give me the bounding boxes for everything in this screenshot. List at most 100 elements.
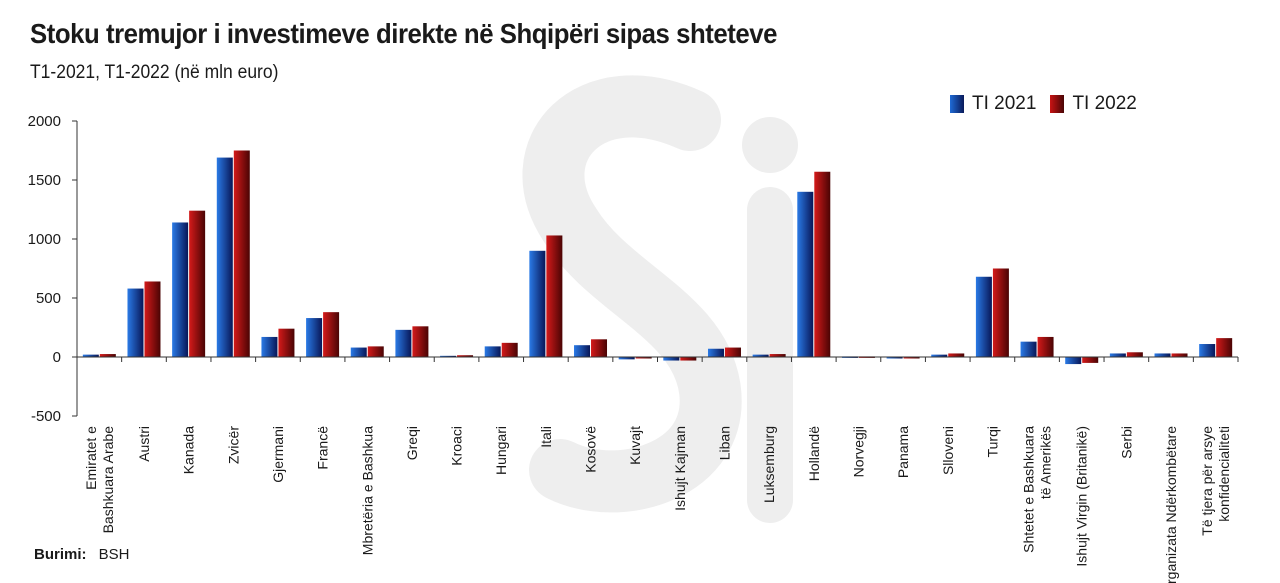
x-category-label: Emiratet e (83, 426, 99, 490)
legend-item-series-a: TI 2021 (950, 93, 1036, 115)
bar-series-a (931, 354, 948, 357)
bar-series-b (591, 339, 608, 357)
bar-series-a (1065, 357, 1082, 365)
bar-series-b (769, 354, 786, 357)
legend-swatch-series-a (950, 95, 964, 113)
bar-series-b (189, 210, 206, 357)
bar-series-a (172, 222, 189, 357)
x-category-label: Ishujt Kajman (672, 426, 688, 511)
legend-label-series-b: TI 2022 (1072, 93, 1137, 114)
y-tick-label: -500 (31, 408, 61, 425)
legend-label-series-a: TI 2021 (972, 93, 1037, 114)
bar-series-a (618, 357, 635, 360)
x-category-label: konfidencialiteti (1216, 426, 1232, 522)
bar-series-a (886, 357, 903, 359)
legend-item-series-b: TI 2022 (1050, 93, 1137, 115)
bar-series-a (529, 250, 546, 357)
x-category-label: Greqi (404, 426, 420, 460)
bar-series-a (306, 318, 323, 357)
bar-series-b (323, 312, 340, 357)
source-label: Burimi: (34, 546, 87, 563)
y-tick-label: 2000 (28, 113, 61, 130)
bar-series-a (127, 288, 144, 357)
bar-series-a (216, 157, 233, 357)
x-category-label: Norvegji (850, 426, 866, 477)
x-category-label: Kuvajt (627, 426, 643, 465)
bar-series-a (82, 354, 99, 357)
bar-series-b (546, 235, 563, 357)
bar-series-b (233, 150, 250, 357)
bar-series-b (457, 355, 474, 357)
source-value: BSH (98, 546, 130, 563)
bar-series-a (261, 336, 278, 357)
x-category-label: të Amerikës (1038, 426, 1054, 499)
bar-series-b (144, 281, 161, 357)
bar-series-a (752, 354, 769, 357)
bar-series-a (484, 346, 501, 357)
x-category-label: Austri (136, 426, 152, 462)
bars (82, 150, 1233, 365)
bar-series-a (975, 276, 992, 357)
legend: TI 2021 TI 2022 (950, 93, 1151, 115)
x-category-label: Kanada (181, 426, 197, 474)
bar-series-b (278, 328, 295, 357)
x-category-label: Francë (315, 426, 331, 470)
bar-series-b (948, 353, 965, 357)
bar-series-b (903, 357, 920, 359)
x-category-label: Mbretëria e Bashkua (359, 426, 375, 555)
x-category-label: Të tjera për arsye (1199, 426, 1215, 536)
bar-series-b (99, 354, 116, 357)
x-category-label: Slloveni (940, 426, 956, 475)
y-tick-label: 1500 (28, 172, 61, 189)
x-category-label: Kosovë (583, 426, 599, 473)
bar-series-b (367, 346, 384, 357)
x-category-label: Shtetet e Bashkuara (1021, 426, 1037, 553)
bar-series-a (574, 345, 591, 357)
bar-series-a (395, 329, 412, 357)
chart-subtitle: T1-2021, T1-2022 (në mln euro) (30, 62, 279, 83)
bar-series-b (1082, 357, 1099, 363)
bar-series-a (1109, 353, 1126, 357)
bar-series-b (724, 347, 741, 357)
x-category-label: Ishujt Virgin (Britanikë) (1074, 426, 1090, 567)
y-tick-label: 0 (53, 349, 61, 366)
bar-series-a (663, 357, 680, 361)
x-category-label: Serbi (1118, 426, 1134, 459)
x-category-label: Gjermani (270, 426, 286, 483)
x-category-label: Kroaci (449, 426, 465, 466)
bar-series-b (501, 342, 518, 357)
x-category-label: Hungari (493, 426, 509, 475)
x-category-label: Turqi (984, 426, 1000, 457)
bar-series-b (992, 268, 1009, 357)
bar-series-b (1216, 338, 1233, 357)
x-category-label: Luksemburg (761, 426, 777, 503)
bar-series-a (707, 348, 724, 357)
legend-swatch-series-b (1050, 95, 1065, 113)
bar-series-b (1037, 336, 1054, 357)
x-category-label: Bashkuara Arabe (100, 426, 116, 534)
y-tick-label: 500 (36, 290, 61, 307)
y-axis: 2000 1500 1000 500 0 -500 (28, 113, 78, 425)
y-tick-label: 1000 (28, 231, 61, 248)
bar-series-a (1199, 344, 1216, 357)
bar-series-b (1126, 352, 1143, 357)
bar-series-b (412, 326, 429, 357)
bar-series-a (797, 191, 814, 357)
bar-series-b (635, 357, 652, 359)
bar-series-a (1154, 353, 1171, 357)
x-category-label: Itali (538, 426, 554, 448)
bar-series-b (680, 357, 697, 361)
x-category-label: Organizata Ndërkombëtare (1163, 426, 1179, 583)
source-note: Burimi: BSH (34, 546, 130, 563)
x-axis (76, 356, 1239, 362)
x-category-label: Zvicër (225, 426, 241, 464)
bar-series-a (350, 347, 367, 357)
bar-series-b (1171, 353, 1188, 357)
x-category-label: Panama (895, 426, 911, 478)
x-category-label: Liban (716, 426, 732, 460)
bar-series-b (814, 171, 831, 357)
x-category-label: Hollandë (806, 426, 822, 481)
x-axis-labels: Emiratet e Bashkuara Arabe Austri Kanada Zvi… (83, 426, 1232, 583)
chart-title: Stoku tremujor i investimeve direkte në … (30, 18, 777, 49)
